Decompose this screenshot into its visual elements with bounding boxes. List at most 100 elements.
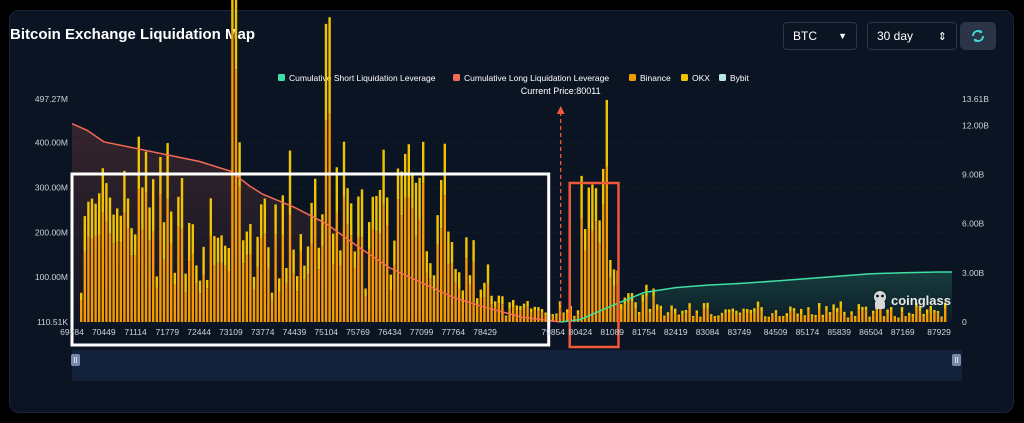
- range-select[interactable]: 30 day ⇕: [867, 22, 957, 50]
- bar-binance: [310, 243, 313, 322]
- bar-okx: [80, 292, 83, 301]
- bar-okx: [810, 314, 814, 317]
- x-tick-label: 77099: [410, 327, 434, 337]
- bar-okx: [123, 170, 126, 213]
- bar-binance: [620, 309, 623, 322]
- bar-okx: [296, 276, 299, 292]
- x-tick-label: 87169: [891, 327, 915, 337]
- bar-binance: [929, 310, 932, 322]
- bar-binance: [242, 263, 245, 322]
- y-left-tick-label: 100.00M: [35, 272, 68, 282]
- bar-okx: [742, 308, 745, 312]
- bar-binance: [476, 305, 479, 322]
- bar-okx: [144, 151, 148, 193]
- bar-okx: [854, 315, 857, 318]
- bar-binance: [591, 230, 594, 322]
- bar-binance: [756, 307, 760, 322]
- bar-okx: [900, 307, 904, 313]
- bar-okx: [789, 306, 792, 312]
- bar-okx: [724, 309, 727, 313]
- x-tick-label: 83749: [727, 327, 751, 337]
- bar-okx: [587, 187, 590, 229]
- bar-okx: [807, 307, 810, 311]
- bar-okx: [656, 304, 659, 310]
- bar-binance: [180, 228, 184, 322]
- bar-binance: [810, 316, 814, 322]
- bar-okx: [396, 168, 400, 200]
- bar-okx: [490, 295, 493, 305]
- bar-okx: [627, 293, 630, 303]
- bar-binance: [216, 262, 220, 322]
- highlight-boxes: [70, 172, 620, 349]
- bar-binance: [231, 30, 234, 322]
- bar-binance: [422, 183, 425, 322]
- bar-binance: [296, 291, 299, 322]
- bar-okx: [177, 196, 180, 227]
- bar-binance: [537, 311, 540, 322]
- bar-binance: [148, 240, 151, 322]
- bar-binance: [288, 214, 292, 322]
- bar-binance: [544, 315, 547, 322]
- bar-okx: [231, 0, 234, 31]
- range-slider[interactable]: [71, 350, 962, 381]
- bar-okx: [141, 187, 144, 230]
- bar-binance: [710, 315, 713, 322]
- bar-okx: [497, 295, 500, 304]
- bar-binance: [162, 259, 166, 322]
- bar-binance: [886, 313, 889, 322]
- bar-binance: [494, 306, 497, 322]
- bar-binance: [904, 317, 907, 322]
- bar-okx: [857, 304, 860, 310]
- bar-binance: [440, 228, 443, 322]
- bar-okx: [767, 316, 770, 319]
- bar-okx: [152, 179, 155, 232]
- bar-okx: [681, 310, 684, 315]
- bar-binance: [677, 316, 680, 322]
- bar-okx: [785, 313, 788, 317]
- current-price-label: Current Price:80011: [521, 86, 601, 96]
- bar-binance: [454, 282, 457, 322]
- bar-okx: [861, 306, 864, 311]
- symbol-select[interactable]: BTC ▼: [783, 22, 857, 50]
- slider-left-handle[interactable]: [71, 354, 80, 366]
- bar-binance: [602, 204, 605, 322]
- bar-okx: [137, 136, 140, 190]
- bar-binance: [717, 317, 720, 322]
- bar-okx: [198, 280, 202, 294]
- bar-binance: [198, 293, 202, 322]
- bar-binance: [461, 302, 464, 322]
- bar-okx: [872, 310, 875, 314]
- x-tick-label: 81754: [632, 327, 656, 337]
- bar-binance: [893, 317, 896, 322]
- refresh-button[interactable]: [960, 22, 996, 50]
- coinglass-logo-icon: [874, 291, 886, 309]
- bar-okx: [800, 308, 803, 315]
- bar-binance: [317, 269, 320, 322]
- bar-okx: [501, 296, 504, 305]
- bar-okx: [792, 308, 796, 312]
- bar-binance: [742, 311, 745, 322]
- bar-okx: [638, 312, 641, 315]
- bar-okx: [213, 236, 216, 266]
- bar-okx: [184, 273, 187, 293]
- bar-okx: [173, 272, 176, 285]
- bar-okx: [713, 316, 716, 319]
- bar-okx: [843, 311, 846, 315]
- bar-binance: [371, 228, 374, 322]
- bar-binance: [328, 113, 331, 322]
- slider-right-handle[interactable]: [952, 354, 961, 366]
- x-tick-label: 84509: [764, 327, 788, 337]
- x-tick-label: 79854: [541, 327, 565, 337]
- bar-binance: [249, 254, 252, 322]
- bar-okx: [292, 249, 295, 274]
- short-cumulative-area: [560, 272, 952, 322]
- bar-binance: [130, 255, 133, 322]
- long-cumulative-line: [71, 123, 561, 323]
- x-tick-label: 87929: [927, 327, 951, 337]
- legend-label-bybit: Bybit: [730, 73, 750, 83]
- bar-okx: [933, 309, 936, 313]
- bar-binance: [879, 308, 882, 322]
- bar-okx: [364, 288, 367, 297]
- bar-binance: [411, 208, 414, 322]
- bar-binance: [191, 254, 194, 322]
